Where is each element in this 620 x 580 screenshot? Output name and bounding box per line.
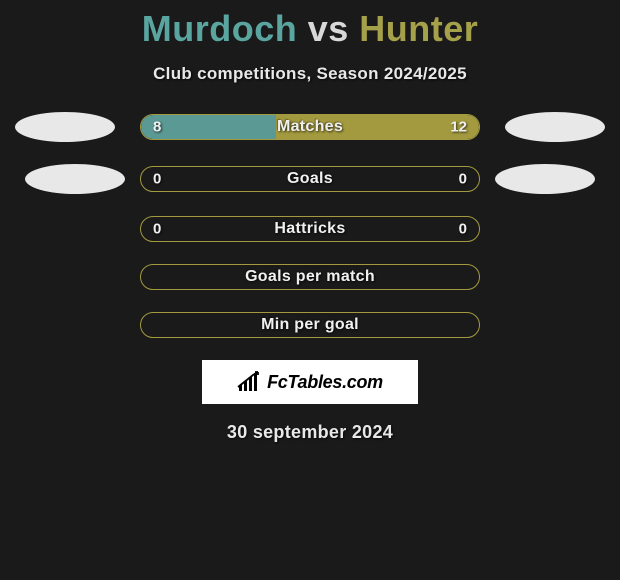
page-title: Murdoch vs Hunter bbox=[0, 8, 620, 50]
stat-value-right: 12 bbox=[450, 119, 467, 136]
stat-pill: 8 12 Matches bbox=[140, 114, 480, 140]
stat-pill: 0 0 Goals bbox=[140, 166, 480, 192]
stat-label: Matches bbox=[277, 118, 343, 136]
player1-name: Murdoch bbox=[142, 8, 297, 49]
stat-row: 8 12 Matches bbox=[0, 112, 620, 142]
subtitle: Club competitions, Season 2024/2025 bbox=[0, 64, 620, 84]
stat-label: Min per goal bbox=[261, 316, 359, 334]
watermark-badge[interactable]: FcTables.com bbox=[202, 360, 418, 404]
player2-name: Hunter bbox=[359, 8, 478, 49]
team-logo-placeholder bbox=[15, 112, 115, 142]
team-logo-placeholder bbox=[505, 112, 605, 142]
stat-pill: Goals per match bbox=[140, 264, 480, 290]
date-text: 30 september 2024 bbox=[0, 422, 620, 443]
stat-pill: 0 0 Hattricks bbox=[140, 216, 480, 242]
stat-label: Hattricks bbox=[274, 220, 345, 238]
team-logo-placeholder bbox=[25, 164, 125, 194]
stat-value-left: 0 bbox=[153, 221, 161, 238]
watermark-text: FcTables.com bbox=[267, 372, 383, 393]
stat-rows: 8 12 Matches 0 0 Goals 0 0 Hattricks Goals per ma… bbox=[0, 112, 620, 338]
comparison-widget: Murdoch vs Hunter Club competitions, Sea… bbox=[0, 0, 620, 443]
bars-icon bbox=[237, 371, 263, 393]
team-logo-placeholder bbox=[495, 164, 595, 194]
stat-value-left: 0 bbox=[153, 171, 161, 188]
stat-row: Min per goal bbox=[0, 312, 620, 338]
stat-row: Goals per match bbox=[0, 264, 620, 290]
stat-pill: Min per goal bbox=[140, 312, 480, 338]
stat-value-left: 8 bbox=[153, 119, 161, 136]
stat-row: 0 0 Goals bbox=[0, 164, 620, 194]
stat-label: Goals per match bbox=[245, 268, 375, 286]
stat-value-right: 0 bbox=[459, 221, 467, 238]
stat-value-right: 0 bbox=[459, 171, 467, 188]
stat-label: Goals bbox=[287, 170, 333, 188]
stat-row: 0 0 Hattricks bbox=[0, 216, 620, 242]
vs-text: vs bbox=[308, 8, 349, 49]
